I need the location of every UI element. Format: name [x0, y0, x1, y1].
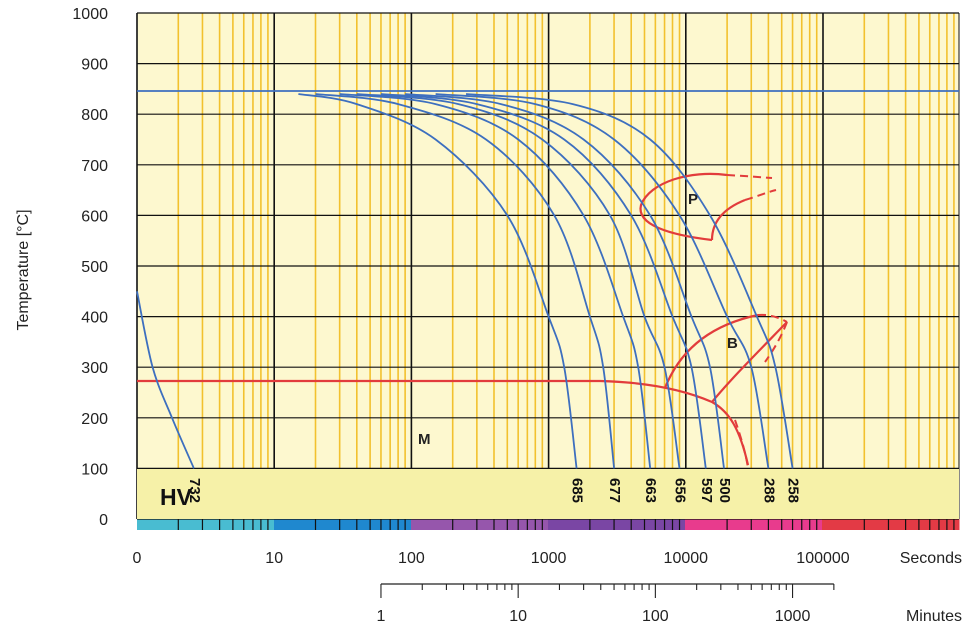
minutes-tick-label: 1000	[775, 608, 811, 625]
cooling-curve	[298, 93, 578, 469]
x-tick-label: 1000	[531, 550, 567, 567]
cooling-curves	[136, 93, 794, 469]
pearlite-dashed-top	[726, 174, 773, 179]
x-tick-label: 100000	[796, 550, 849, 567]
bainite-dashed-top	[757, 313, 788, 323]
cooling-curve	[380, 93, 707, 469]
y-tick-label: 0	[99, 512, 108, 529]
hardness-value: 685	[569, 478, 586, 503]
pearlite-dashed-bottom	[744, 189, 777, 201]
hardness-value: 500	[716, 478, 733, 503]
cooling-curve	[435, 93, 770, 469]
cooling-curve	[356, 93, 681, 469]
hardness-value: 663	[642, 478, 659, 503]
pearlite-boundary-start	[639, 172, 728, 242]
hardness-value: 258	[785, 478, 802, 503]
color-bar-segment	[685, 519, 823, 530]
minutes-tick-label: 10	[509, 608, 527, 625]
y-axis-label: Temperature [°C]	[15, 209, 32, 330]
cooling-curve	[339, 93, 652, 469]
hardness-value: 732	[186, 478, 203, 503]
y-tick-label: 800	[81, 107, 108, 124]
minutes-axis: 1 10 100 1000	[377, 583, 835, 625]
phase-boundaries	[137, 172, 788, 469]
phase-label-b: B	[727, 335, 738, 352]
seconds-unit-label: Seconds	[900, 550, 962, 567]
hardness-label: HV	[160, 484, 193, 510]
hardness-labels: 732 685 677 663 656 597 500 288 258	[186, 478, 802, 503]
color-bar-segment	[548, 519, 686, 530]
color-bar-segment	[411, 519, 549, 530]
x-axis-ticks: 0 10 100 1000 10000 100000	[133, 550, 850, 567]
major-grid	[136, 12, 960, 520]
y-tick-label: 1000	[72, 6, 108, 23]
y-tick-label: 900	[81, 57, 108, 74]
y-axis-ticks: 0 100 200 300 400 500 600 700 800 900 1000	[72, 6, 108, 529]
time-color-bar	[137, 519, 960, 530]
cooling-curve	[136, 291, 195, 469]
minutes-tick-label: 100	[642, 608, 669, 625]
hardness-value: 597	[698, 478, 715, 503]
phase-label-m: M	[418, 431, 431, 448]
hardness-value: 677	[606, 478, 623, 503]
phase-label-p: P	[688, 191, 698, 208]
minutes-unit-label: Minutes	[906, 608, 962, 625]
x-tick-label: 10000	[664, 550, 709, 567]
x-tick-label: 10	[265, 550, 283, 567]
bainite-boundary-finish	[711, 321, 788, 403]
bainite-dashed-right	[764, 321, 788, 363]
hardness-value: 656	[672, 478, 689, 503]
color-bar-segment	[137, 519, 275, 530]
y-tick-label: 700	[81, 158, 108, 175]
martensite-dashed-tail	[734, 419, 749, 469]
cooling-curve	[315, 93, 615, 469]
y-tick-label: 300	[81, 360, 108, 377]
color-bar-segment	[274, 519, 412, 530]
martensite-start-line	[137, 379, 750, 466]
cooling-curve	[465, 93, 794, 469]
y-tick-label: 100	[81, 461, 108, 478]
y-tick-label: 200	[81, 411, 108, 428]
y-tick-label: 600	[81, 208, 108, 225]
hardness-value: 288	[760, 478, 777, 503]
x-tick-label: 0	[133, 550, 142, 567]
bainite-boundary-start	[663, 313, 759, 389]
hardness-band	[137, 469, 959, 519]
y-tick-label: 500	[81, 259, 108, 276]
color-bar-segment	[822, 519, 960, 530]
y-tick-label: 400	[81, 310, 108, 327]
x-tick-label: 100	[398, 550, 425, 567]
cooling-curve	[405, 93, 725, 469]
minutes-tick-label: 1	[377, 608, 386, 625]
pearlite-boundary-finish	[710, 198, 746, 241]
